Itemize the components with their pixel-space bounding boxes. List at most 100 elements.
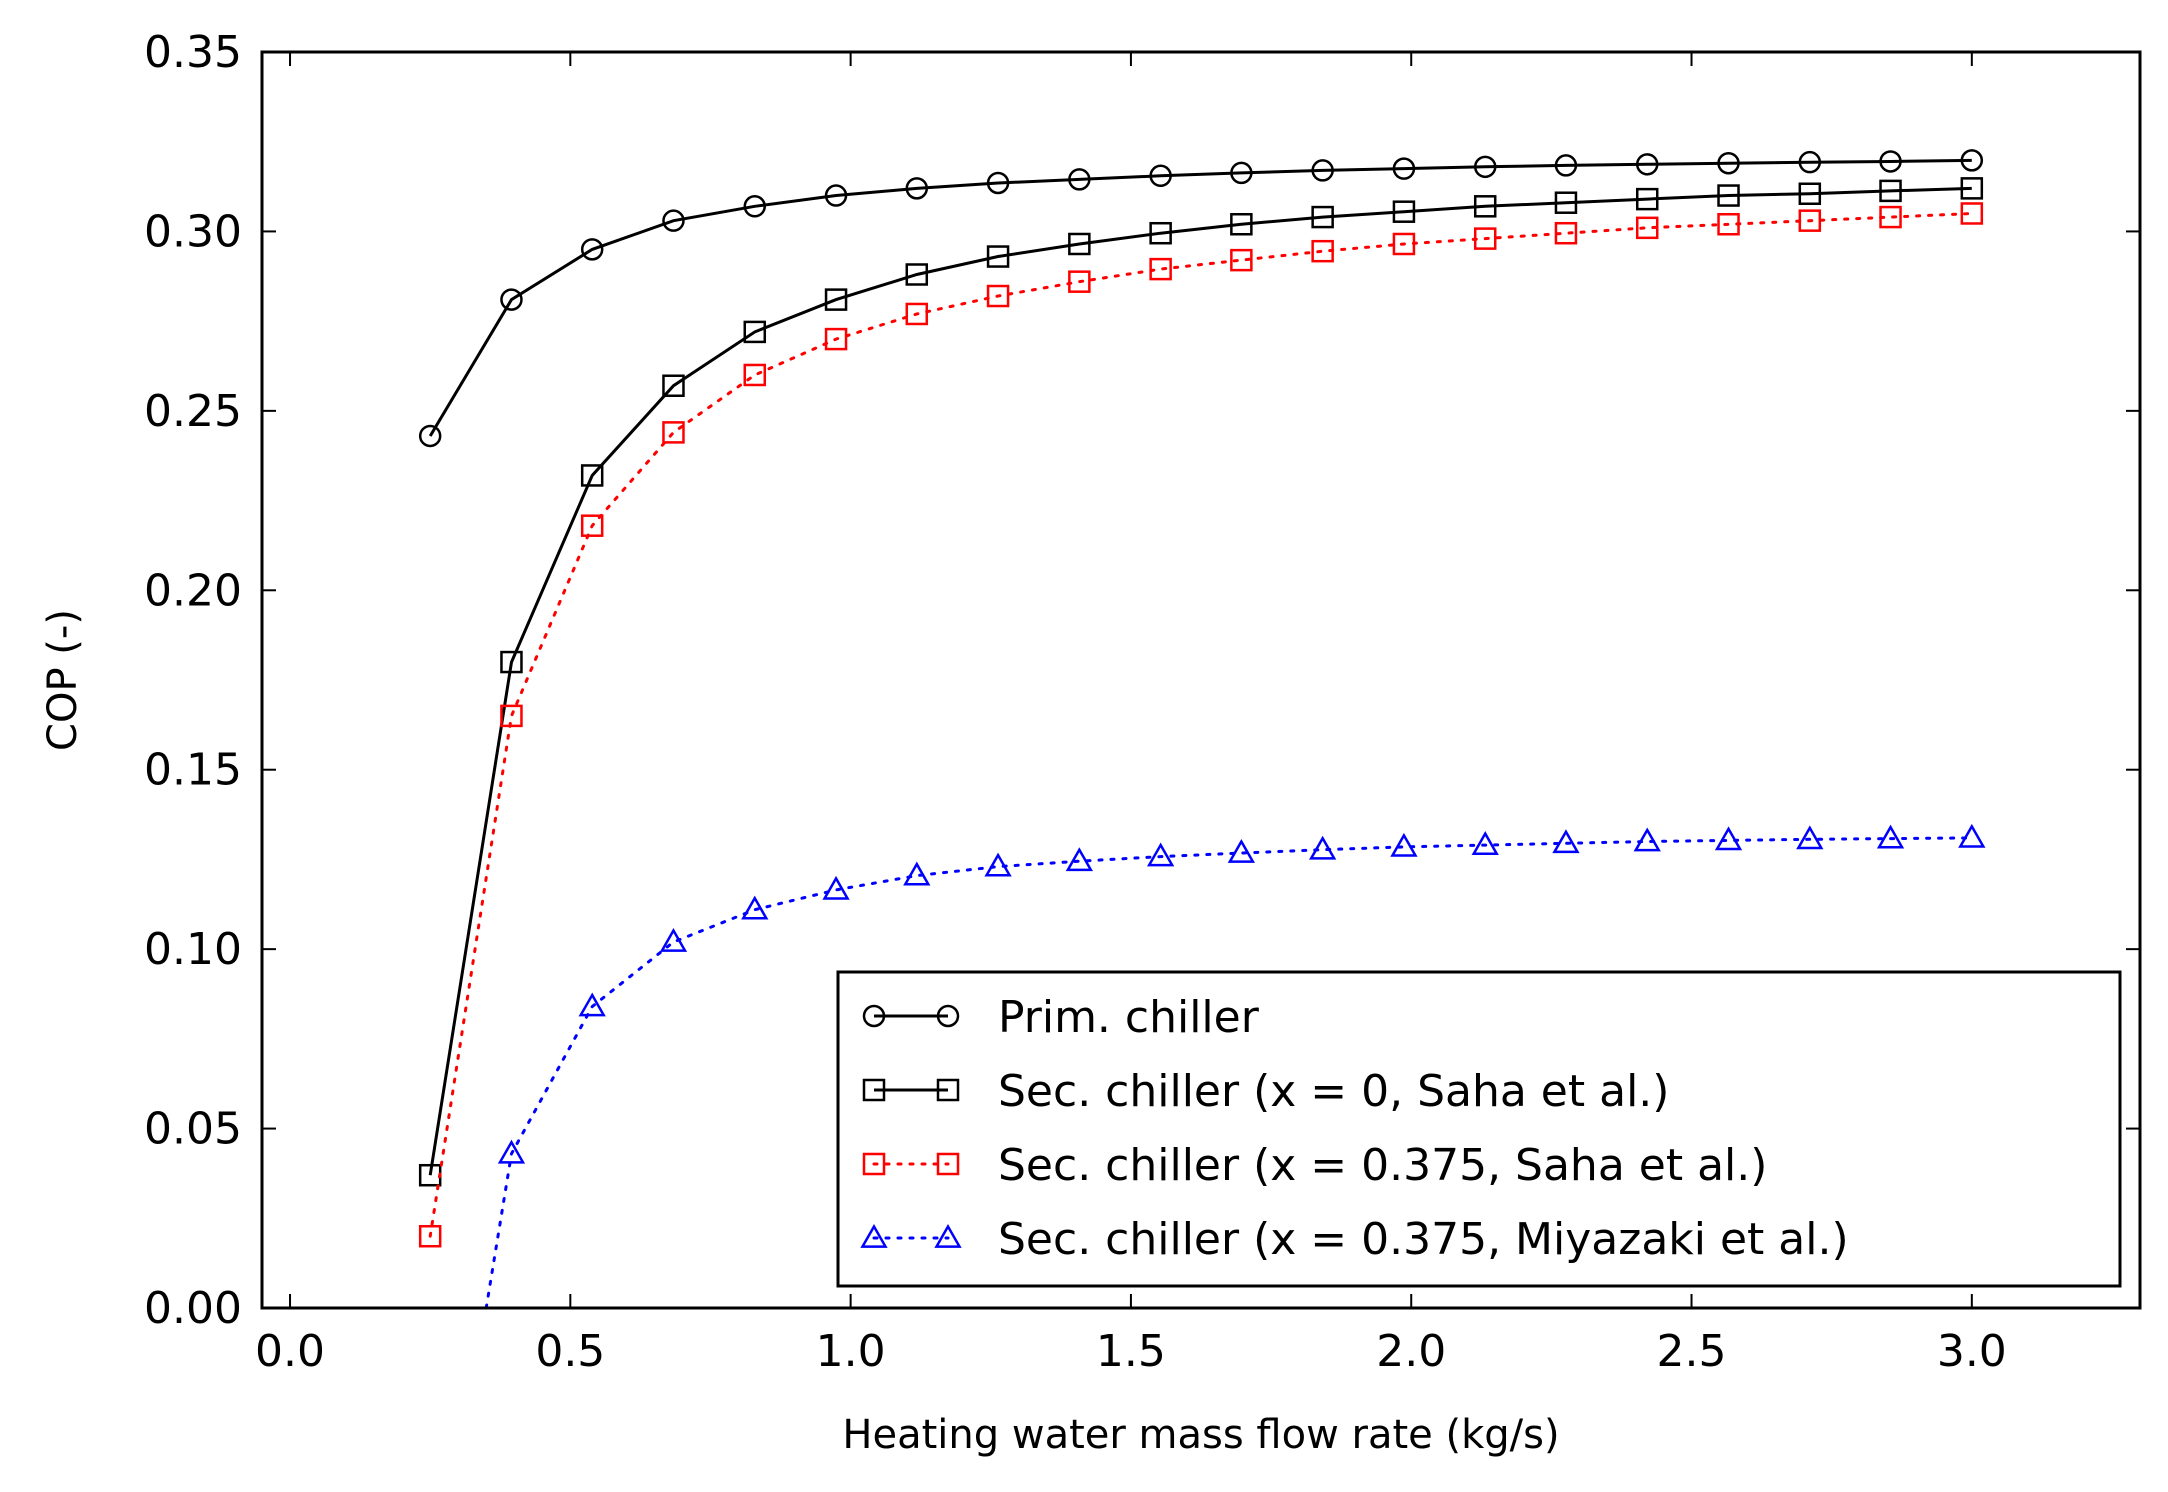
series-2-point [1717,184,1740,207]
series-1-point [1473,155,1497,179]
legend-marker [862,1004,886,1028]
series-2-point [500,650,523,674]
legend-entry-label: Prim. chiller [998,992,1260,1043]
series-1-point [1149,164,1172,188]
legend-marker [860,1223,888,1248]
x-tick-label: 1.0 [816,1326,886,1377]
series-3-point [1392,232,1416,256]
series-3-point [500,704,523,728]
series-2-line [428,186,1972,1176]
axes-layer: 0.0 0.5 1.0 1.5 2.0 2.5 3.0 0.00 0.05 0.10 0.15 0.2… [144,27,2142,1377]
legend-entry-label: Sec. chiller (x = 0, Saha et al.) [998,1066,1669,1117]
series-3-point [986,284,1010,308]
series-2-point [1230,213,1253,236]
series-4-point [497,1139,526,1164]
series-2-point [1960,177,1984,200]
series-1-point [743,195,767,218]
series-1-point [580,238,604,261]
series-2-point [1473,195,1497,218]
series-2-point [1311,205,1334,229]
series-1-point [1392,157,1416,180]
series-3 [418,202,1984,1248]
series-4-point [741,895,769,920]
series-3-point [1879,205,1902,229]
series-2-point [743,320,767,344]
x-tick-label: 2.5 [1657,1326,1727,1377]
series-1-point [500,288,523,311]
series-4-point [659,927,688,952]
legend-marker [862,1078,886,1102]
y-tick-label: 0.15 [144,745,242,796]
series-1-point [1554,154,1578,177]
series-2-point [824,288,848,311]
series-2-point [905,263,929,286]
legend-box [836,970,2122,1288]
series-1-point [1960,149,1984,172]
series-3-point [580,514,604,537]
series-3-point [1473,227,1497,250]
series-2-point [1392,200,1416,223]
legend-marker [934,1223,962,1248]
series-1-point [824,184,848,207]
series-3-point [743,363,767,387]
series-2-point [986,245,1010,268]
series-2-point [1635,187,1659,211]
series-2-point [1068,232,1091,256]
legend-entry-label: Sec. chiller (x = 0.375, Miyazaki et al.… [998,1214,1849,1265]
series-1-point [986,171,1010,195]
y-tick-label: 0.20 [144,565,242,616]
series-1-point [662,209,685,232]
y-tick-label: 0.00 [144,1283,242,1334]
x-tick-label: 2.0 [1376,1326,1446,1377]
series-4-point [1308,835,1337,860]
series-3-point [418,1224,442,1248]
series-3-point [1717,213,1740,236]
series-4-point [984,852,1012,877]
series-2-point [580,464,604,487]
series-4-point [1227,838,1256,863]
legend-marker [936,1152,960,1176]
x-tick-label: 3.0 [1937,1326,2007,1377]
series-1 [418,149,1984,448]
series-4-point [1471,831,1499,855]
series-1-point [418,424,442,448]
series-4-point [1796,825,1824,850]
series-4-point [578,992,606,1017]
series-1-point [1068,168,1091,191]
series-4-point [1065,847,1094,872]
series-3-point [1149,257,1172,281]
series-3-point [1068,270,1091,293]
series-3-point [1554,221,1578,245]
series-2 [418,177,1984,1187]
x-tick-label: 0.0 [255,1326,325,1377]
x-axis-label: Heating water mass flow rate (kg/s) [842,1412,1559,1458]
series-1-point [1311,159,1334,182]
series-4-point [1390,832,1418,857]
series-4-point [1552,829,1580,854]
series-4-point [1958,823,1986,848]
series-layer [418,149,1986,1310]
series-2-point [1149,221,1172,245]
series-2-point [1879,179,1902,203]
legend-marker [862,1152,886,1176]
series-3-point [1798,209,1822,232]
series-4-point [1714,826,1743,851]
x-tick-label: 1.5 [1096,1326,1166,1377]
y-axis-label: COP (-) [40,609,86,751]
y-tick-label: 0.25 [144,386,242,437]
y-tick-label: 0.05 [144,1104,242,1155]
series-1-point [1230,161,1253,185]
legend-entry-label: Sec. chiller (x = 0.375, Saha et al.) [998,1140,1767,1191]
legend: Prim. chiller Sec. chiller (x = 0, Saha e… [836,970,2122,1288]
series-3-point [1635,216,1659,240]
series-1-point [1798,150,1822,174]
series-3-point [1311,239,1334,263]
series-4-line [484,836,1974,1310]
series-1-point [905,177,929,200]
x-tick-label: 0.5 [535,1326,605,1377]
series-3-point [1960,202,1984,225]
series-4-point [822,875,850,900]
y-tick-label: 0.10 [144,924,242,975]
series-2-point [1554,191,1578,214]
